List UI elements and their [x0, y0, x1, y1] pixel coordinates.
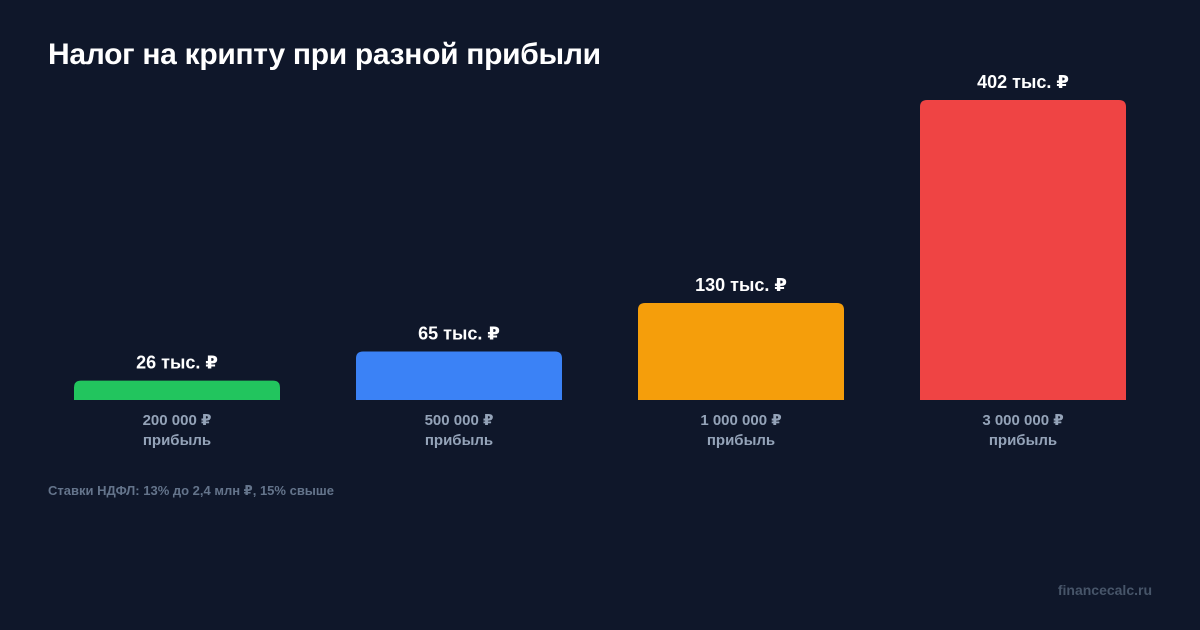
category-sublabel: прибыль	[707, 432, 775, 449]
bar-2	[356, 351, 562, 400]
bar-value-label: 65 тыс. ₽	[418, 323, 500, 343]
category-sublabel: прибыль	[425, 432, 493, 449]
tax-rate-footnote: Ставки НДФЛ: 13% до 2,4 млн ₽, 15% свыше	[48, 483, 334, 498]
chart-title: Налог на крипту при разной прибыли	[48, 38, 601, 71]
bar-3	[638, 302, 844, 400]
bar-value-label: 26 тыс. ₽	[136, 353, 218, 373]
bar-4	[920, 100, 1126, 400]
bar-value-label: 402 тыс. ₽	[977, 72, 1069, 92]
bar-1	[74, 380, 280, 400]
category-label: 3 000 000 ₽	[982, 412, 1063, 429]
brand-watermark: financecalc.ru	[1057, 582, 1152, 598]
category-sublabel: прибыль	[143, 432, 211, 449]
bar-chart: 26 тыс. ₽ 200 000 ₽ прибыль 65 тыс. ₽ 500 00…	[74, 72, 1126, 449]
bar-value-label: 130 тыс. ₽	[695, 275, 787, 295]
category-label: 200 000 ₽	[143, 412, 212, 429]
category-label: 500 000 ₽	[425, 412, 494, 429]
category-sublabel: прибыль	[989, 432, 1057, 449]
category-label: 1 000 000 ₽	[700, 412, 781, 429]
